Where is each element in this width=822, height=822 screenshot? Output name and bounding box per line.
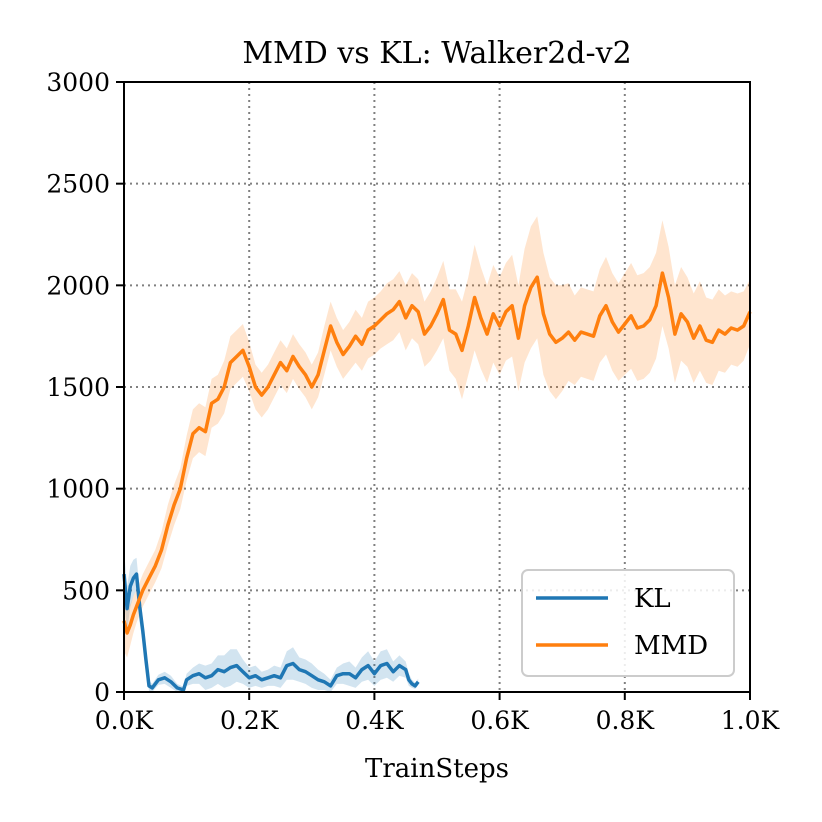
series-line-kl bbox=[122, 572, 420, 692]
x-tick-label: 0.6K bbox=[470, 706, 530, 735]
y-tick-label: 1000 bbox=[46, 475, 110, 504]
x-tick-label: 0.2K bbox=[220, 706, 280, 735]
y-tick-label: 0 bbox=[94, 678, 110, 707]
x-tick-label: 1.0K bbox=[721, 706, 781, 735]
legend-label-kl: KL bbox=[634, 584, 671, 614]
x-tick-label: 0.0K bbox=[95, 706, 155, 735]
series-lines bbox=[122, 271, 752, 692]
gridlines bbox=[124, 82, 750, 692]
band-mmd bbox=[124, 216, 750, 658]
y-tick-label: 3000 bbox=[46, 68, 110, 97]
series-line-mmd bbox=[122, 271, 752, 635]
y-tick-label: 1500 bbox=[46, 373, 110, 402]
x-tick-label: 0.8K bbox=[596, 706, 656, 735]
x-axis-label: TrainSteps bbox=[365, 754, 509, 784]
chart-title: MMD vs KL: Walker2d-v2 bbox=[242, 36, 631, 71]
band-kl bbox=[124, 549, 419, 692]
y-tick-label: 500 bbox=[62, 576, 110, 605]
x-tick-label: 0.4K bbox=[345, 706, 405, 735]
y-tick-label: 2000 bbox=[46, 271, 110, 300]
legend-label-mmd: MMD bbox=[634, 631, 708, 661]
y-tick-label: 2500 bbox=[46, 170, 110, 199]
axis-ticks: 0.0K 0.2K 0.4K 0.6K 0.8K 1.0K 0 500 1000 1500 2000… bbox=[46, 68, 780, 735]
legend: KL MMD bbox=[521, 569, 735, 677]
confidence-bands bbox=[124, 216, 750, 692]
